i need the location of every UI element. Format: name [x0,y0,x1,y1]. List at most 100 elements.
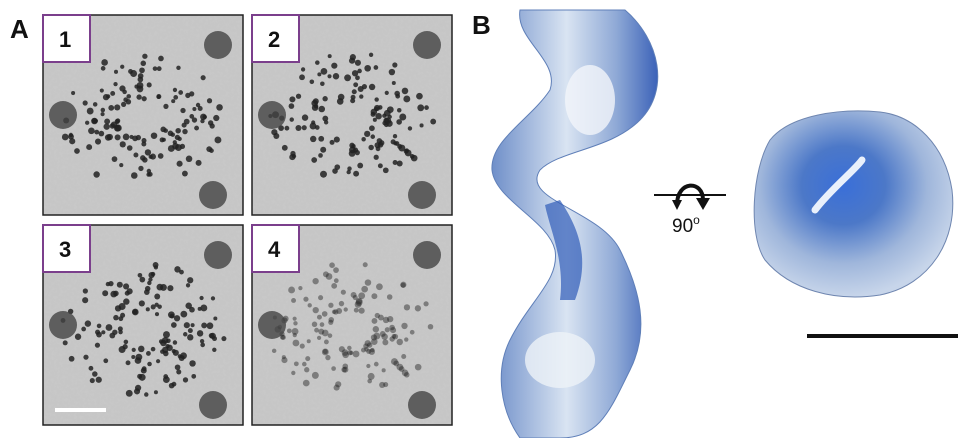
density-dot [334,385,340,391]
density-dot [357,69,362,74]
density-dot [295,125,301,131]
density-dot [402,88,409,95]
density-dot [127,145,133,151]
density-dot [189,307,195,313]
density-dot [139,67,145,73]
density-dot [423,301,428,306]
density-dot [176,369,181,374]
density-dot [108,281,113,286]
density-dot [312,372,319,379]
density-dot [369,349,375,355]
density-dot [351,95,356,100]
density-dot [136,135,141,140]
density-dot [173,88,177,92]
density-dot [169,383,175,389]
density-dot [389,336,394,341]
density-dot [63,340,68,345]
density-dot [95,343,100,348]
density-dot [289,103,295,109]
density-dot [359,94,363,98]
density-dot [358,86,364,92]
ribosome [199,391,227,419]
density-dot [137,374,142,379]
density-dot [173,140,177,144]
density-dot [374,65,379,70]
density-dot [194,126,199,131]
density-dot [154,390,158,394]
density-dot [151,272,155,276]
density-dot [383,167,389,173]
density-dot [154,294,160,300]
density-dot [151,132,158,139]
density-dot [416,93,423,100]
density-dot [328,320,333,325]
density-dot [317,72,321,76]
density-dot [366,364,370,368]
density-dot [119,85,125,91]
density-dot [94,130,99,135]
density-dot [115,119,120,124]
density-dot [369,53,373,57]
density-dot [315,60,320,65]
density-dot [113,315,118,320]
density-dot [417,104,424,111]
density-dot [382,368,386,372]
density-dot [114,70,118,74]
density-dot [101,112,105,116]
density-dot [401,354,406,359]
density-dot [102,290,108,296]
density-dot [371,293,377,299]
density-dot [323,271,329,277]
density-dot [319,106,326,113]
density-dot [213,115,219,121]
density-dot [105,134,111,140]
tile-label: 3 [59,237,71,262]
density-dot [410,330,415,335]
density-dot [163,374,168,379]
density-dot [106,94,110,98]
density-dot [186,155,193,162]
density-dot [197,330,203,336]
density-dot [387,316,393,322]
density-dot [339,346,345,352]
density-dot [156,94,161,99]
rotation-symbol [654,186,726,210]
density-dot [392,81,396,85]
density-dot [184,119,190,125]
density-dot [189,360,195,366]
density-dot [294,361,299,366]
density-dot [346,170,350,174]
density-dot [347,350,352,355]
density-dot [290,151,295,156]
density-dot [302,362,307,367]
density-dot [160,349,165,354]
density-dot [290,117,294,121]
density-dot [374,142,380,148]
density-dot [400,282,406,288]
density-dot [353,147,358,152]
density-dot [311,120,315,124]
density-dot [315,125,320,130]
density-dot [187,334,193,340]
density-dot [318,136,324,142]
density-dot [357,163,363,169]
density-dot [393,134,397,138]
density-dot [81,327,86,332]
density-dot [142,54,147,59]
density-dot [158,56,164,62]
density-dot [314,328,319,333]
density-dot [85,320,91,326]
density-dot [92,371,98,377]
density-dot [174,266,180,272]
density-dot [171,322,177,328]
density-dot [97,324,102,329]
density-dot [201,322,207,328]
density-dot [160,137,165,142]
density-dot [176,66,180,70]
density-dot [361,286,368,293]
density-dot [331,366,336,371]
density-dot [353,171,359,177]
density-dot [293,321,297,325]
density-dot [129,135,133,139]
density-dot [74,148,80,154]
